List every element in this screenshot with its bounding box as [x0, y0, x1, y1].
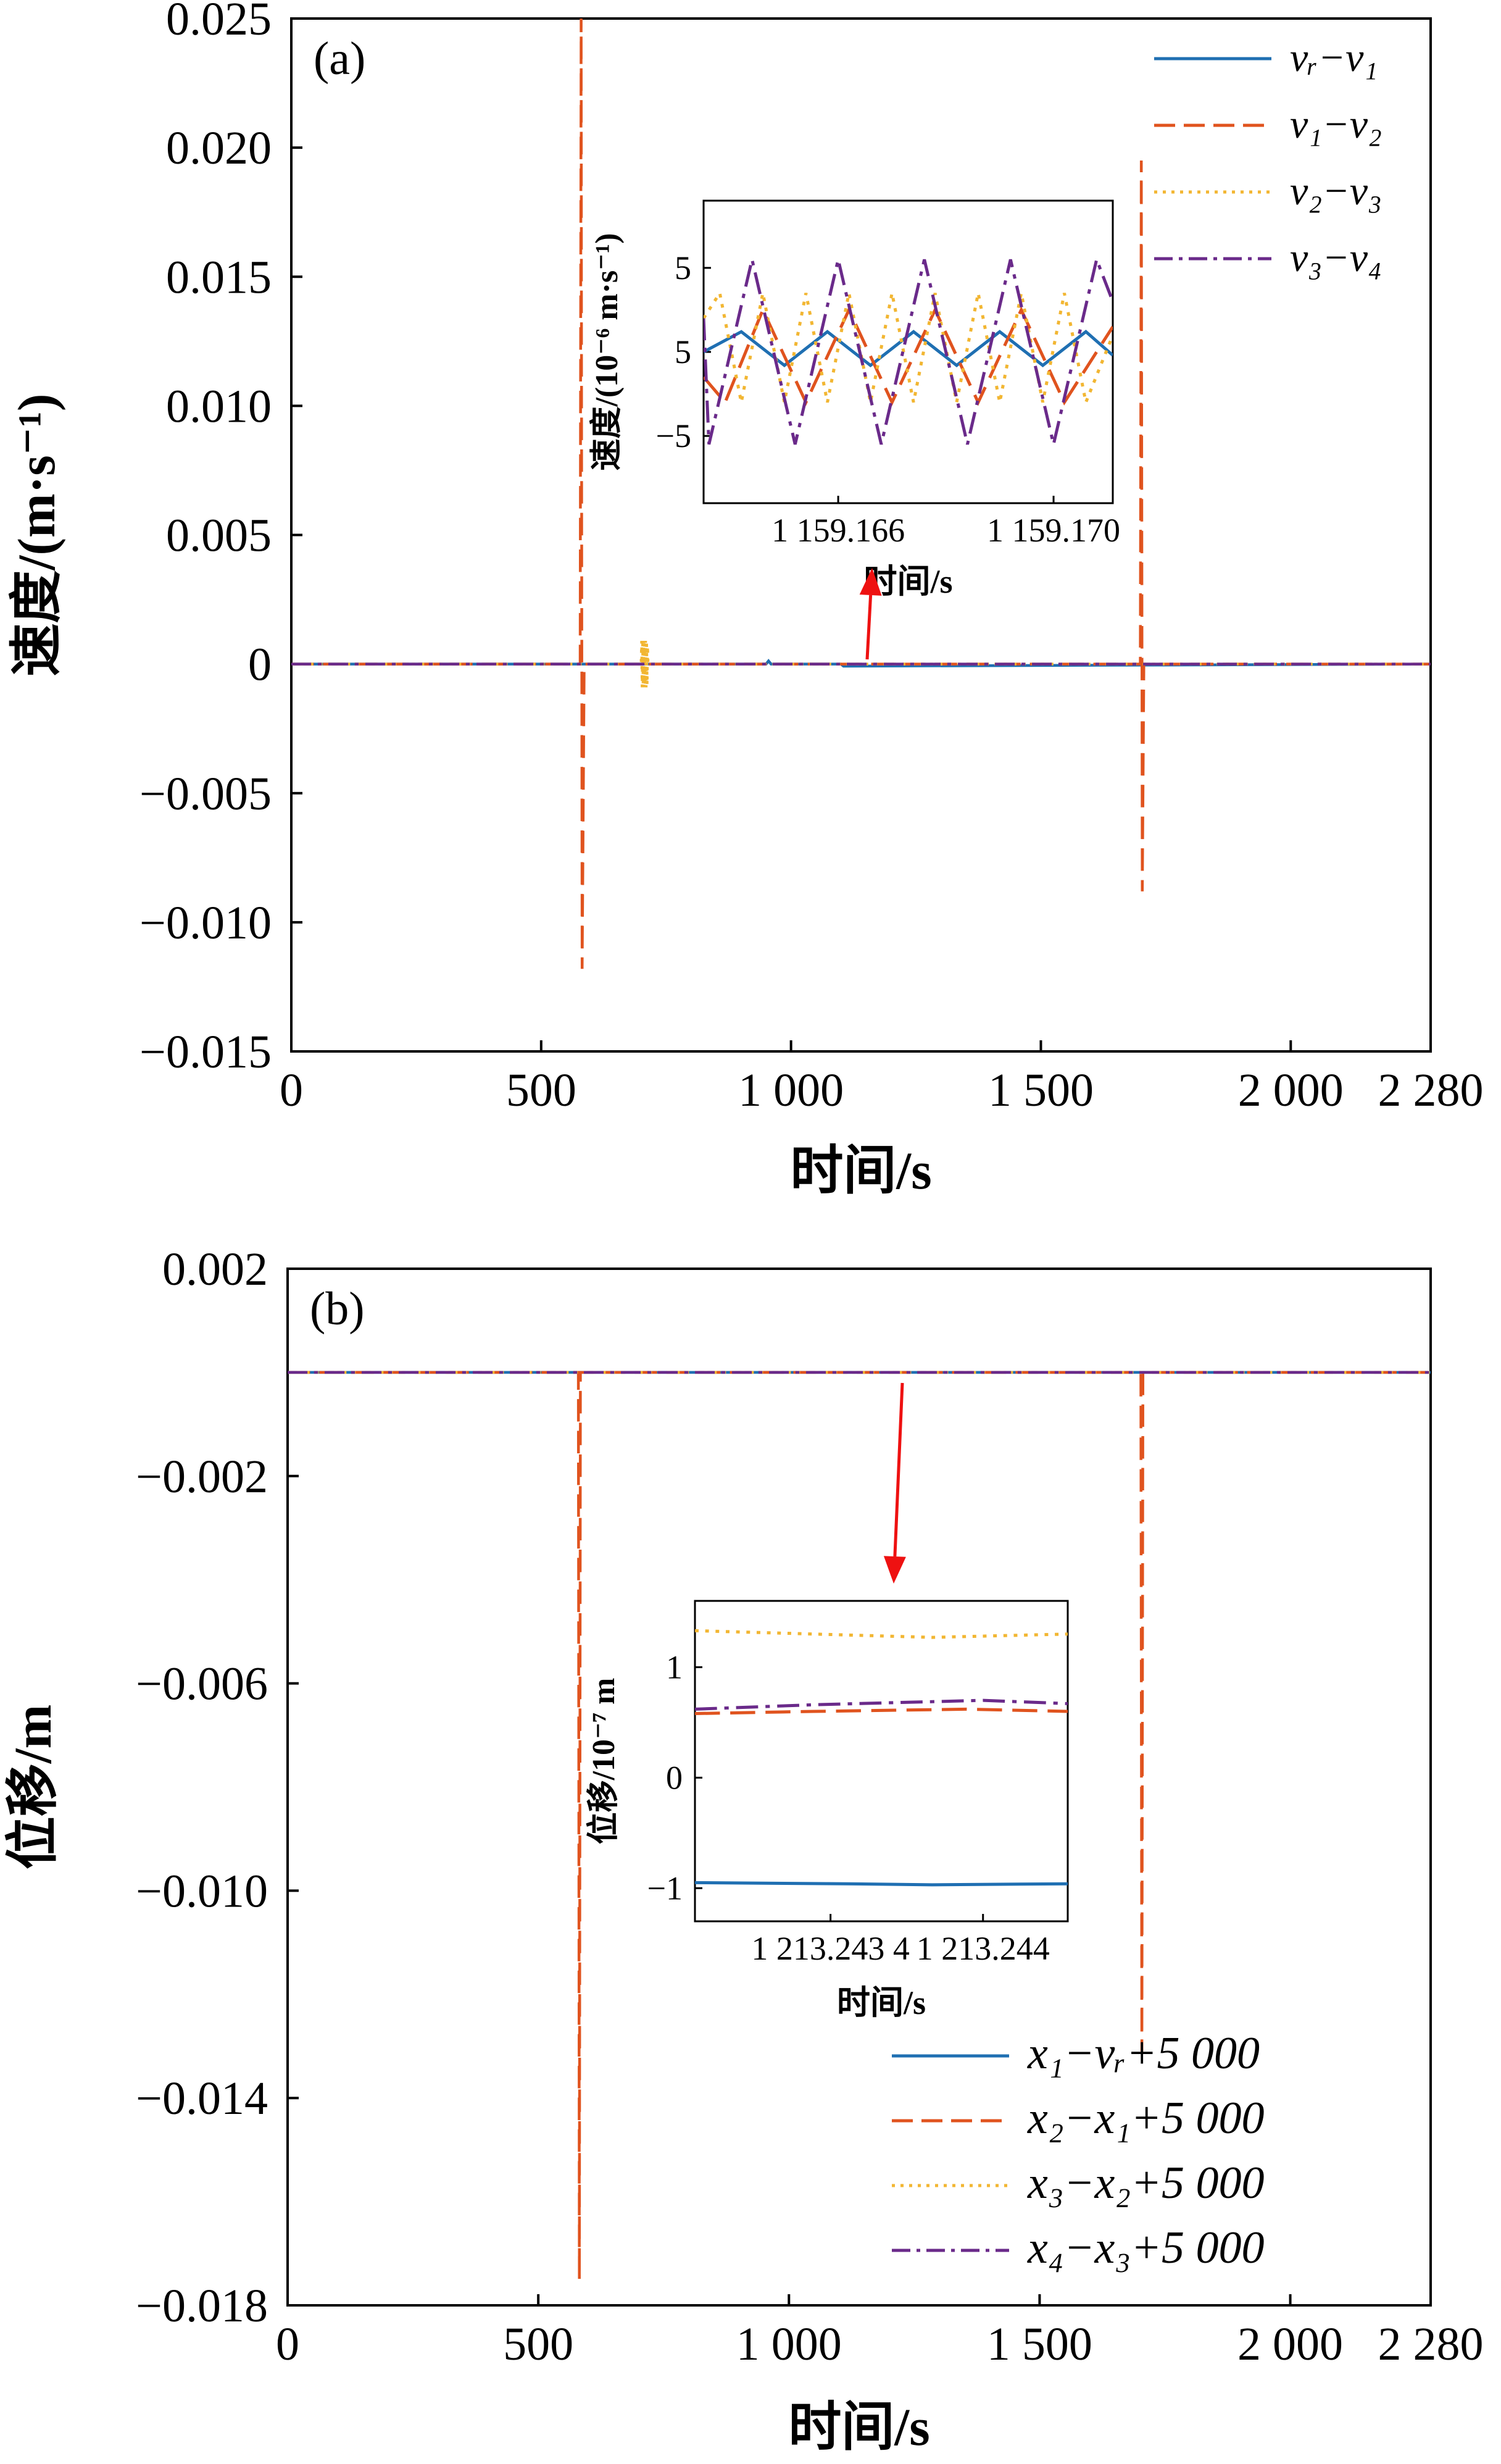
panel-a-xtick-label: 0 — [280, 1064, 303, 1116]
panel-a-inset-series-2 — [704, 306, 1113, 406]
panel-b-ylabel: 位移/m — [3, 1705, 62, 1870]
panel-a-inset-frame — [702, 199, 1114, 504]
panel-a-xtick-label: 1 500 — [988, 1064, 1094, 1116]
panel-b-inset-xtick-label: 1 213.243 4 — [751, 1930, 910, 1967]
panel-b-legend-label-3: x₃−x₂+5 000 — [1027, 2158, 1265, 2208]
panel-a-ytick-label: 0.025 — [166, 0, 272, 45]
panel-a-legend-label-1: vᵣ−v₁ — [1290, 35, 1378, 80]
panel-a-inset-ytick-label: 5 — [675, 249, 691, 286]
panel-b-inset-ylabel: 位移/10⁻⁷ m — [586, 1678, 622, 1845]
panel-b-xtick-label: 2 280 — [1378, 2318, 1484, 2370]
panel-b-frame — [286, 1267, 1432, 2307]
panel-a-inset-ylabel: 速度/(10⁻⁶ m·s⁻¹) — [589, 233, 625, 470]
panel-a-panel-label: (a) — [314, 33, 365, 85]
panel-b-xtick-label: 0 — [276, 2318, 299, 2370]
panel-a-ytick-label: −0.015 — [139, 1026, 272, 1078]
panel-a-ytick-label: 0.020 — [166, 122, 272, 174]
panel-a-inset-ytick-label: −5 — [656, 417, 691, 454]
panel-b-pointer-arrowhead — [883, 1556, 906, 1584]
panel-a-inset-series-group — [704, 254, 1113, 445]
panel-b-panel-label: (b) — [310, 1283, 365, 1335]
panel-a-inset-xtick-label: 1 159.166 — [771, 512, 905, 549]
panel-b-pointer-arrow — [893, 1382, 904, 1557]
panel-b-ytick-label: −0.010 — [136, 1865, 268, 1917]
panel-b-inset-frame — [694, 1600, 1069, 1923]
panel-a-legend-label-4: v₃−v₄ — [1290, 235, 1382, 280]
panel-b-inset-series-group — [695, 1629, 1068, 1887]
panel-b-inset-ytick-label: −1 — [647, 1869, 683, 1906]
panel-b-inset-xtick-label: 1 213.244 — [917, 1930, 1050, 1967]
panel-b-xtick-label: 500 — [503, 2318, 573, 2370]
panel-a-xlabel: 时间/s — [790, 1141, 931, 1200]
panel-b-ytick-label: −0.014 — [136, 2073, 268, 2124]
panel-b-legend: x₁−vᵣ+5 000 x₂−x₁+5 000 x₃−x₂+5 000 x₄−x₃+5… — [892, 2028, 1265, 2273]
panel-a-legend-label-3: v₂−v₃ — [1290, 169, 1382, 214]
panel-b-inset-ytick-label: 0 — [666, 1759, 683, 1796]
panel-b-inset-series-1 — [695, 1881, 1068, 1887]
panel-a-series-2 — [291, 19, 1431, 969]
panel-b-chart: 0 500 1 000 1 500 2 000 2 280 0.002 −0.002 −0.00… — [3, 1243, 1484, 2457]
panel-b-xlabel: 时间/s — [788, 2397, 929, 2457]
panel-b-inset-xlabel: 时间/s — [837, 1984, 926, 2021]
panel-a-xtick-label: 2 280 — [1378, 1064, 1484, 1116]
panel-a-ytick-label: 0.005 — [166, 510, 272, 562]
panel-a-ytick-label: 0.010 — [166, 380, 272, 432]
panel-a-ylabel: 速度/(m·s⁻¹) — [7, 393, 66, 676]
panel-a-inset-ytick-label: 5 — [675, 333, 691, 370]
panel-b-xtick-label: 1 000 — [736, 2318, 842, 2370]
panel-b-xtick-label: 2 000 — [1237, 2318, 1343, 2370]
panel-b-inset-series-3 — [695, 1629, 1068, 1639]
panel-a-ytick-label: −0.010 — [139, 897, 272, 949]
panel-b-legend-label-2: x₂−x₁+5 000 — [1027, 2093, 1265, 2144]
panel-a-ytick-label: 0 — [248, 639, 272, 691]
panel-b-inset-series-4 — [695, 1698, 1068, 1711]
panel-a-series-group — [291, 19, 1431, 969]
panel-b-legend-label-1: x₁−vᵣ+5 000 — [1027, 2028, 1260, 2079]
panel-b-inset-series-2 — [695, 1707, 1068, 1715]
panel-a-ytick-label: 0.015 — [166, 251, 272, 303]
panel-a-inset-series-4 — [704, 254, 1113, 445]
panel-b-ytick-label: −0.006 — [136, 1658, 268, 1710]
panel-b-ytick-label: 0.002 — [162, 1243, 268, 1295]
panel-a-series-3 — [291, 640, 1431, 688]
panel-a-ytick-label: −0.005 — [139, 768, 272, 820]
panel-a-legend: vᵣ−v₁ v₁−v₂ v₂−v₃ v₃−v₄ — [1154, 35, 1382, 280]
panel-b-series-group — [288, 1371, 1431, 2280]
panel-a-xtick-label: 500 — [506, 1064, 576, 1116]
panel-a-inset-series-1 — [704, 330, 1113, 367]
panel-b-xtick-label: 1 500 — [987, 2318, 1092, 2370]
panel-a-inset-xtick-label: 1 159.170 — [987, 512, 1120, 549]
panel-a-pointer-arrowhead — [859, 568, 882, 596]
panel-a-pointer-arrow — [865, 595, 873, 660]
panel-a-legend-label-2: v₁−v₂ — [1290, 102, 1382, 147]
panel-b-ytick-label: −0.018 — [136, 2280, 268, 2332]
panel-b-inset-ytick-label: 1 — [666, 1648, 683, 1685]
panel-a-chart: 0 500 1 000 1 500 2 000 2 280 0.025 0.020 0.015 0… — [7, 0, 1484, 1200]
panel-b-legend-label-4: x₄−x₃+5 000 — [1027, 2223, 1265, 2273]
panel-a-xtick-label: 1 000 — [738, 1064, 844, 1116]
panel-b-ytick-label: −0.002 — [136, 1451, 268, 1503]
panel-a-xtick-label: 2 000 — [1238, 1064, 1344, 1116]
